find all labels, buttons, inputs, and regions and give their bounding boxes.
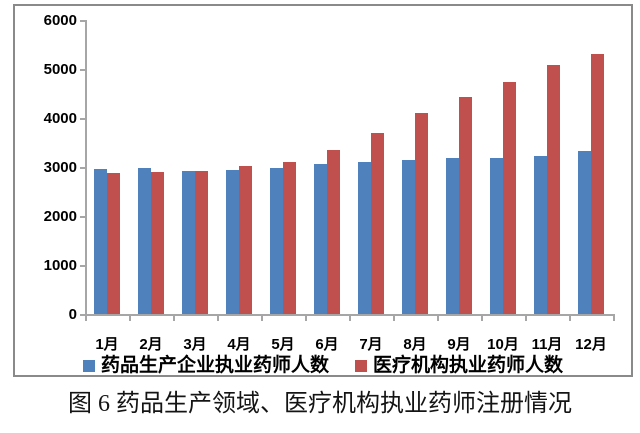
y-axis-tick-label: 1000 (43, 257, 77, 274)
x-axis-tick (525, 316, 527, 321)
x-axis-tick (481, 316, 483, 321)
bar-series2-1月 (107, 173, 120, 314)
y-axis-tick (80, 69, 85, 71)
bar-series2-11月 (547, 65, 560, 314)
bar-series1-8月 (402, 159, 415, 314)
legend-label-medical-institutions: 医疗机构执业药师人数 (373, 355, 564, 376)
x-axis-tick (349, 316, 351, 321)
y-axis-tick-label: 0 (68, 306, 77, 323)
bar-series1-6月 (314, 163, 327, 314)
x-axis-category-label: 7月 (359, 336, 383, 353)
x-axis-category-label: 3月 (183, 336, 207, 353)
bar-series1-4月 (226, 169, 239, 314)
bar-series1-2月 (138, 167, 151, 314)
bar-series2-4月 (239, 165, 252, 314)
x-axis-tick (393, 316, 395, 321)
x-axis-category-label: 1月 (95, 336, 119, 353)
y-axis-tick-label: 2000 (43, 208, 77, 225)
bar-series2-10月 (503, 82, 516, 314)
y-axis-tick (80, 265, 85, 267)
y-axis-tick (80, 118, 85, 120)
x-axis-tick (305, 316, 307, 321)
x-axis-category-label: 5月 (271, 336, 295, 353)
y-axis-tick (80, 167, 85, 169)
figure-caption: 图 6 药品生产领域、医疗机构执业药师注册情况 (68, 391, 572, 417)
bar-series1-9月 (446, 157, 459, 314)
x-axis-category-label: 10月 (487, 336, 519, 353)
bar-series1-12月 (578, 151, 591, 314)
y-axis-tick (80, 20, 85, 22)
chart-legend: 药品生产企业执业药师人数 医疗机构执业药师人数 (15, 356, 631, 376)
legend-swatch-blue (82, 360, 95, 372)
bar-series1-10月 (490, 158, 503, 314)
bar-series1-7月 (358, 162, 371, 314)
x-axis-tick (129, 316, 131, 321)
bar-series2-7月 (371, 133, 384, 314)
x-axis-category-label: 6月 (315, 336, 339, 353)
x-axis-category-label: 4月 (227, 336, 251, 353)
bar-series2-12月 (591, 54, 604, 314)
y-axis-tick-label: 3000 (43, 159, 77, 176)
bar-series1-5月 (270, 168, 283, 314)
x-axis-tick (173, 316, 175, 321)
x-axis-tick (85, 316, 87, 321)
y-axis-tick-label: 6000 (43, 12, 77, 29)
legend-item-medical-institutions: 医疗机构执业药师人数 (355, 356, 563, 376)
x-axis-tick (261, 316, 263, 321)
x-axis-line (85, 314, 615, 316)
x-axis-category-label: 2月 (139, 336, 163, 353)
bar-series2-6月 (327, 149, 340, 314)
y-axis-line (85, 20, 87, 316)
bar-series1-3月 (182, 170, 195, 314)
bar-series2-3月 (195, 170, 208, 314)
x-axis-category-label: 12月 (575, 336, 607, 353)
x-axis-category-label: 9月 (447, 336, 471, 353)
y-axis-tick (80, 314, 85, 316)
x-axis-category-label: 8月 (403, 336, 427, 353)
bar-series2-5月 (283, 161, 296, 314)
legend-label-production-enterprises: 药品生产企业执业药师人数 (100, 355, 329, 376)
legend-item-production-enterprises: 药品生产企业执业药师人数 (82, 355, 329, 376)
legend-swatch-red (355, 360, 367, 372)
bar-series1-11月 (534, 156, 547, 314)
x-axis-tick (437, 316, 439, 321)
x-axis-category-label: 11月 (531, 336, 563, 353)
x-axis-tick (569, 316, 571, 321)
bar-series2-2月 (151, 172, 164, 314)
bar-series2-9月 (459, 96, 472, 314)
x-axis-tick (613, 316, 615, 321)
bar-chart: 药品生产企业执业药师人数 医疗机构执业药师人数 0 1000 2000 3000 400… (13, 4, 633, 377)
y-axis-tick-label: 5000 (43, 61, 77, 78)
y-axis-tick-label: 4000 (43, 110, 77, 127)
bar-series2-8月 (415, 113, 428, 314)
x-axis-tick (217, 316, 219, 321)
y-axis-tick (80, 216, 85, 218)
bar-series1-1月 (94, 169, 107, 314)
